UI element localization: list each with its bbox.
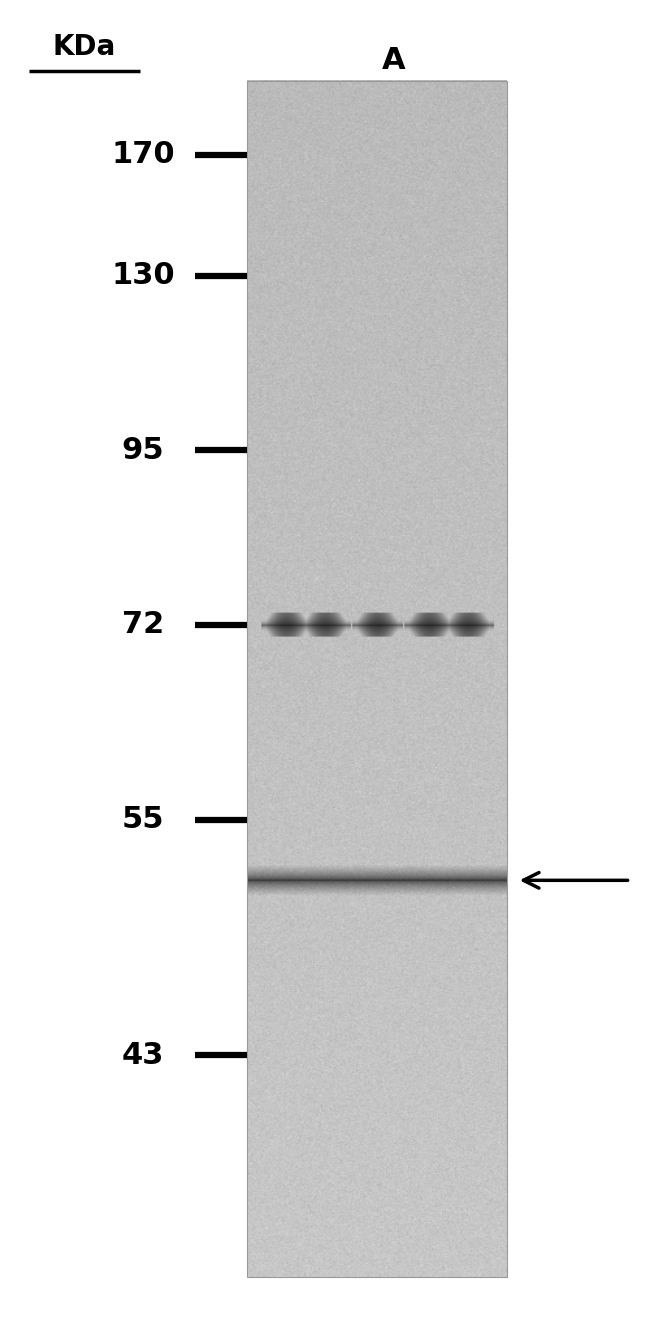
- Text: A: A: [382, 46, 405, 75]
- Text: 43: 43: [122, 1040, 164, 1070]
- Text: 55: 55: [122, 805, 164, 835]
- Text: 72: 72: [122, 610, 164, 640]
- Text: 170: 170: [111, 140, 175, 169]
- Bar: [247, 81, 507, 1277]
- Text: KDa: KDa: [53, 34, 116, 60]
- Text: 130: 130: [111, 261, 175, 290]
- Text: 95: 95: [122, 435, 164, 465]
